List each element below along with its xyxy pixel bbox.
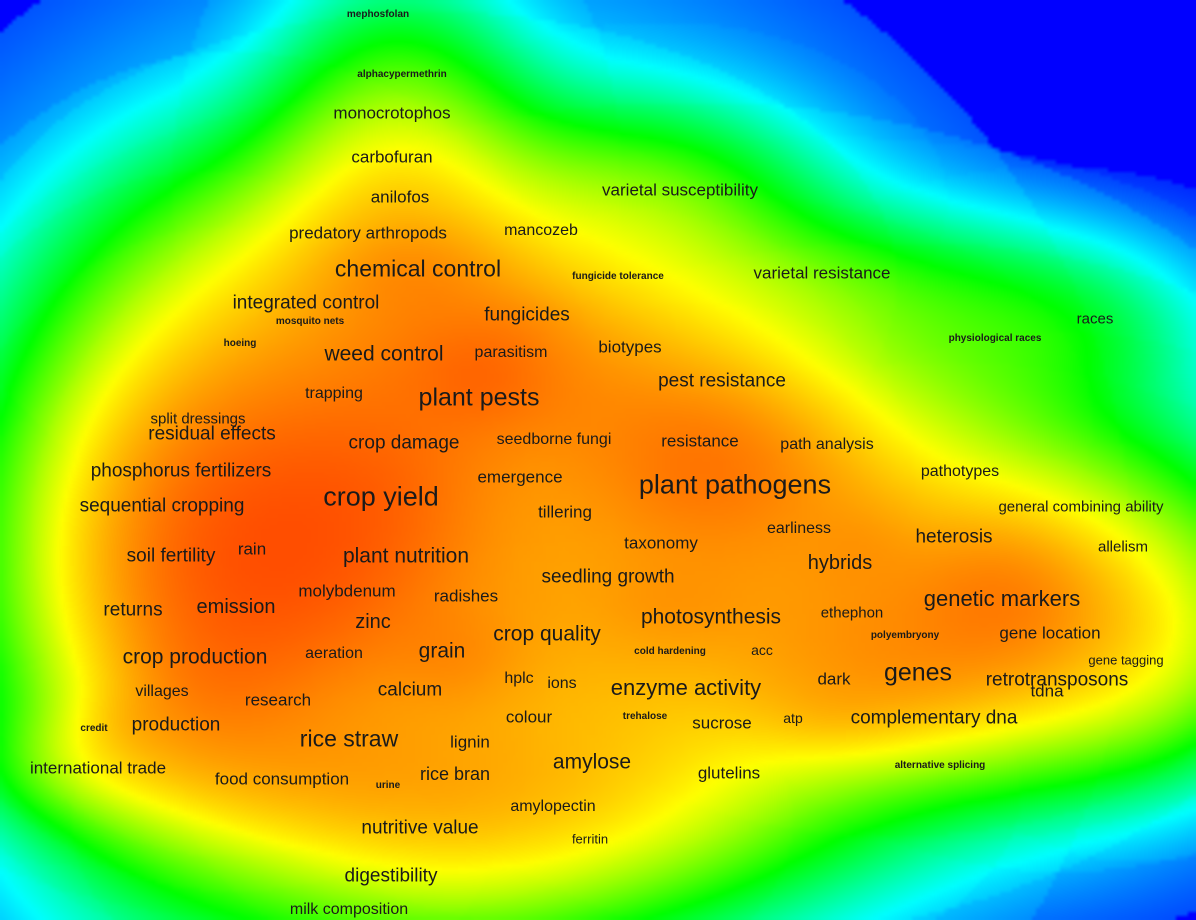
term-label[interactable]: alternative splicing xyxy=(894,760,986,771)
term-label[interactable]: resistance xyxy=(661,431,739,451)
term-label[interactable]: sequential cropping xyxy=(79,495,245,517)
term-label[interactable]: radishes xyxy=(433,586,499,606)
term-label[interactable]: rain xyxy=(237,539,267,559)
term-label[interactable]: production xyxy=(131,714,221,736)
term-label[interactable]: calcium xyxy=(377,679,443,701)
term-label[interactable]: genes xyxy=(883,658,953,687)
term-label[interactable]: plant pests xyxy=(418,383,540,412)
term-label[interactable]: digestibility xyxy=(344,865,438,887)
term-label[interactable]: chemical control xyxy=(334,255,502,282)
term-label[interactable]: emergence xyxy=(477,467,563,487)
term-label[interactable]: mosquito nets xyxy=(275,316,345,327)
term-label[interactable]: physiological races xyxy=(948,333,1042,344)
term-label[interactable]: aeration xyxy=(305,645,363,662)
term-label[interactable]: taxonomy xyxy=(624,533,698,553)
term-label[interactable]: pest resistance xyxy=(658,370,786,392)
term-label[interactable]: carbofuran xyxy=(351,147,433,167)
term-label[interactable]: acc xyxy=(751,642,773,658)
term-label[interactable]: varietal susceptibility xyxy=(602,180,758,200)
term-label[interactable]: tillering xyxy=(538,502,592,522)
term-label[interactable]: amylose xyxy=(552,750,632,774)
term-label[interactable]: plant pathogens xyxy=(638,469,832,500)
term-label[interactable]: milk composition xyxy=(289,901,409,918)
term-label[interactable]: crop damage xyxy=(348,432,460,454)
term-label[interactable]: alphacypermethrin xyxy=(357,69,447,80)
term-label[interactable]: biotypes xyxy=(598,337,662,357)
term-label[interactable]: heterosis xyxy=(915,526,993,548)
term-label[interactable]: credit xyxy=(80,723,108,734)
term-label[interactable]: soil fertility xyxy=(126,545,216,567)
term-label[interactable]: crop yield xyxy=(323,481,439,512)
term-label[interactable]: residual effects xyxy=(148,423,276,445)
term-label[interactable]: ferritin xyxy=(571,831,609,847)
term-label[interactable]: rice straw xyxy=(299,725,399,752)
term-label[interactable]: zinc xyxy=(355,611,391,633)
term-label[interactable]: tdna xyxy=(1030,681,1064,701)
term-label[interactable]: photosynthesis xyxy=(640,605,782,629)
term-label[interactable]: hybrids xyxy=(807,552,873,574)
term-label[interactable]: pathotypes xyxy=(920,463,1000,480)
term-label[interactable]: cold hardening xyxy=(634,646,706,657)
term-label[interactable]: trehalose xyxy=(622,711,668,722)
term-label[interactable]: atp xyxy=(783,710,803,726)
term-label[interactable]: fungicide tolerance xyxy=(572,271,664,282)
term-label[interactable]: rice bran xyxy=(419,764,491,784)
term-label[interactable]: anilofos xyxy=(370,187,430,207)
term-label[interactable]: international trade xyxy=(29,758,167,778)
term-label[interactable]: polyembryony xyxy=(870,630,940,641)
term-label[interactable]: crop production xyxy=(122,645,268,669)
term-label[interactable]: retrotransposons xyxy=(985,669,1129,691)
term-label[interactable]: parasitism xyxy=(474,344,548,361)
term-label[interactable]: mephosfolan xyxy=(346,9,410,20)
term-label[interactable]: enzyme activity xyxy=(610,675,762,700)
term-label[interactable]: villages xyxy=(135,683,189,700)
term-label[interactable]: research xyxy=(244,690,312,710)
term-label[interactable]: monocrotophos xyxy=(333,103,451,123)
term-label[interactable]: trapping xyxy=(305,385,363,402)
term-label[interactable]: amylopectin xyxy=(510,798,596,815)
term-label[interactable]: split dressings xyxy=(150,410,246,428)
term-label[interactable]: returns xyxy=(103,599,163,621)
term-label[interactable]: complementary dna xyxy=(850,707,1018,729)
term-label[interactable]: sucrose xyxy=(692,713,752,733)
term-label[interactable]: integrated control xyxy=(232,292,380,314)
term-label[interactable]: urine xyxy=(375,780,401,791)
term-label[interactable]: plant nutrition xyxy=(342,544,470,568)
term-label[interactable]: earliness xyxy=(766,520,832,537)
term-label[interactable]: predatory arthropods xyxy=(289,223,447,243)
term-label[interactable]: varietal resistance xyxy=(753,263,891,283)
term-label[interactable]: races xyxy=(1076,310,1114,328)
term-label[interactable]: emission xyxy=(196,596,276,618)
term-label[interactable]: hoeing xyxy=(223,338,257,349)
term-label[interactable]: colour xyxy=(505,707,553,727)
term-label[interactable]: lignin xyxy=(450,732,490,752)
term-label[interactable]: mancozeb xyxy=(504,222,578,239)
term-label[interactable]: ethephon xyxy=(820,604,884,622)
term-label[interactable]: crop quality xyxy=(493,622,601,646)
term-label[interactable]: molybdenum xyxy=(298,581,396,601)
term-label[interactable]: dark xyxy=(817,669,851,689)
term-label[interactable]: seedling growth xyxy=(541,566,675,588)
term-label[interactable]: path analysis xyxy=(780,436,874,453)
term-label[interactable]: food consumption xyxy=(214,769,350,789)
term-label[interactable]: hplc xyxy=(504,670,534,687)
term-label[interactable]: phosphorus fertilizers xyxy=(90,460,272,482)
term-label[interactable]: glutelins xyxy=(697,763,761,783)
term-label[interactable]: fungicides xyxy=(484,304,570,326)
term-label[interactable]: general combining ability xyxy=(998,498,1164,516)
term-label[interactable]: grain xyxy=(418,639,466,663)
term-label[interactable]: seedborne fungi xyxy=(496,431,612,448)
term-label[interactable]: genetic markers xyxy=(923,586,1081,611)
term-label[interactable]: nutritive value xyxy=(361,817,479,839)
term-label[interactable]: ions xyxy=(547,675,577,692)
term-label[interactable]: gene location xyxy=(999,623,1101,643)
term-label[interactable]: gene tagging xyxy=(1088,652,1164,668)
term-label[interactable]: allelism xyxy=(1097,538,1149,556)
term-label[interactable]: weed control xyxy=(324,342,444,366)
